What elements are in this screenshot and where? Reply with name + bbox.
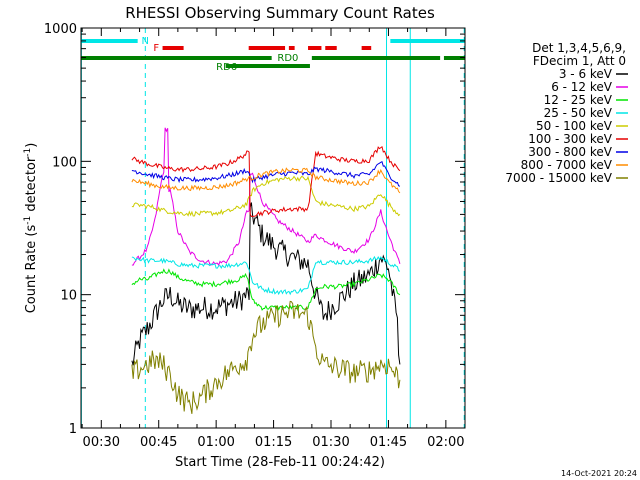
plot-frame xyxy=(80,27,466,429)
chart-title: RHESSI Observing Summary Count Rates xyxy=(125,4,435,22)
series-line-2 xyxy=(131,268,401,312)
legend-entry-0: 3 - 6 keV xyxy=(559,67,613,81)
status-label-f: F xyxy=(153,43,159,54)
legend-entry-7: 800 - 7000 keV xyxy=(521,158,613,172)
series-line-4 xyxy=(131,175,401,217)
x-tick-label-1: 00:45 xyxy=(140,435,177,450)
y-tick-label-2: 100 xyxy=(52,155,77,170)
y-axis-label: Count Rate (s-1 detector-1) xyxy=(23,143,39,314)
legend-entry-8: 7000 - 15000 keV xyxy=(505,171,612,185)
y-tick-label-3: 1000 xyxy=(44,22,77,37)
x-tick-label-2: 01:00 xyxy=(197,435,234,450)
legend-entry-4: 50 - 100 keV xyxy=(536,119,613,133)
y-tick-label-1: 10 xyxy=(60,289,77,304)
x-axis-label: Start Time (28-Feb-11 00:24:42) xyxy=(175,455,385,470)
status-label-rd0: RD0 xyxy=(277,53,298,64)
series-line-3 xyxy=(131,255,401,296)
series-line-7 xyxy=(131,167,401,194)
legend-entry-1: 6 - 12 keV xyxy=(551,80,613,94)
timestamp: 14-Oct-2021 20:24 xyxy=(561,469,637,478)
series-line-1 xyxy=(131,127,401,267)
legend-entry-2: 12 - 25 keV xyxy=(544,93,613,107)
legend-header-0: Det 1,3,4,5,6,9, xyxy=(532,41,626,55)
series-lines xyxy=(131,127,401,414)
axes: 00:30 00:45 01:00 01:15 01:30 01:45 02:00 1 10 10… xyxy=(44,22,466,450)
status-label-rd6: RD6 xyxy=(216,62,237,73)
status-bars: NF RD0 RD6 xyxy=(81,36,465,73)
x-tick-label-3: 01:15 xyxy=(255,435,292,450)
status-label-n: N xyxy=(141,36,148,47)
legend: Det 1,3,4,5,6,9,FDecim 1, Att 03 - 6 keV… xyxy=(505,41,628,185)
legend-entry-3: 25 - 50 keV xyxy=(544,106,613,120)
series-line-5 xyxy=(131,145,401,218)
x-tick-label-0: 00:30 xyxy=(83,435,120,450)
series-line-6 xyxy=(131,160,401,187)
legend-entry-5: 100 - 300 keV xyxy=(528,132,612,146)
y-tick-label-0: 1 xyxy=(69,422,77,437)
plot-area xyxy=(81,28,465,428)
x-tick-label-4: 01:30 xyxy=(312,435,349,450)
legend-entry-6: 300 - 800 keV xyxy=(528,145,612,159)
x-tick-label-5: 01:45 xyxy=(370,435,407,450)
series-line-0 xyxy=(131,202,401,366)
legend-header-1: FDecim 1, Att 0 xyxy=(533,54,626,68)
series-line-8 xyxy=(131,300,401,414)
x-tick-label-6: 02:00 xyxy=(427,435,464,450)
